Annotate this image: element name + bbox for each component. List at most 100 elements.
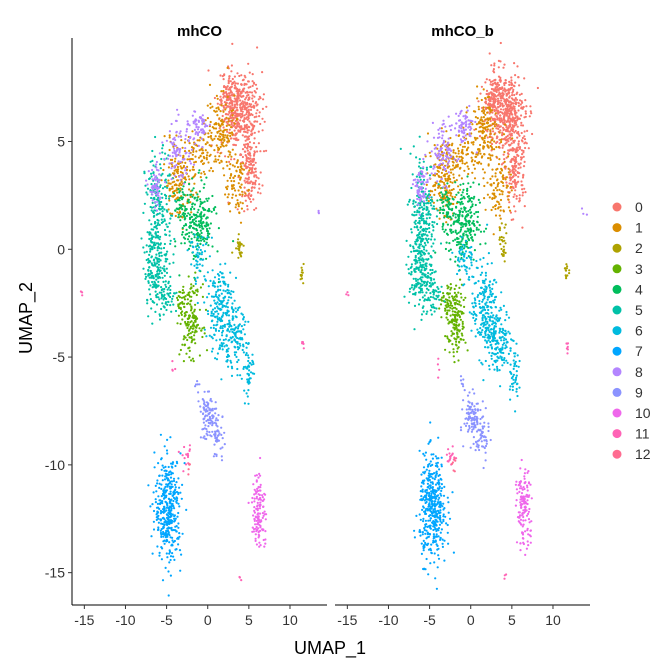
point-cluster-1 bbox=[483, 137, 486, 140]
point-cluster-0 bbox=[258, 95, 261, 98]
point-cluster-0 bbox=[515, 111, 518, 114]
point-cluster-5 bbox=[166, 174, 170, 177]
point-cluster-6 bbox=[222, 276, 225, 279]
point-cluster-1 bbox=[206, 141, 209, 144]
point-cluster-0 bbox=[510, 79, 513, 82]
point-cluster-4 bbox=[187, 247, 191, 250]
point-cluster-0 bbox=[233, 124, 236, 127]
point-cluster-5 bbox=[149, 260, 152, 263]
point-cluster-4 bbox=[183, 205, 186, 208]
point-cluster-3 bbox=[457, 335, 460, 339]
point-cluster-0 bbox=[517, 104, 521, 107]
point-cluster-7 bbox=[183, 462, 186, 465]
point-cluster-1 bbox=[492, 233, 495, 236]
point-cluster-0 bbox=[238, 125, 241, 128]
point-cluster-3 bbox=[462, 312, 465, 315]
point-cluster-1 bbox=[461, 162, 464, 165]
point-cluster-9 bbox=[199, 410, 202, 413]
point-cluster-9 bbox=[205, 405, 208, 408]
point-cluster-6 bbox=[236, 374, 239, 377]
point-cluster-4 bbox=[450, 231, 453, 234]
point-cluster-0 bbox=[513, 148, 516, 151]
point-cluster-5 bbox=[161, 206, 164, 209]
point-cluster-6 bbox=[220, 292, 223, 295]
point-cluster-1 bbox=[503, 123, 507, 126]
point-cluster-4 bbox=[459, 183, 462, 186]
point-cluster-5 bbox=[158, 291, 161, 294]
point-cluster-4 bbox=[454, 231, 457, 234]
point-cluster-0 bbox=[499, 120, 502, 124]
point-cluster-5 bbox=[164, 257, 167, 260]
point-cluster-5 bbox=[150, 307, 153, 310]
point-cluster-4 bbox=[195, 214, 198, 217]
point-cluster-3 bbox=[190, 295, 193, 298]
point-cluster-0 bbox=[249, 108, 253, 111]
point-cluster-4 bbox=[474, 203, 477, 207]
point-cluster-8 bbox=[175, 148, 179, 152]
point-cluster-5 bbox=[146, 298, 149, 301]
point-cluster-1 bbox=[499, 209, 502, 212]
point-cluster-0 bbox=[501, 131, 504, 134]
point-cluster-4 bbox=[208, 232, 211, 235]
point-cluster-7 bbox=[170, 544, 173, 547]
point-cluster-8 bbox=[201, 146, 204, 149]
point-cluster-0 bbox=[224, 155, 227, 158]
point-cluster-1 bbox=[489, 154, 492, 157]
point-cluster-0 bbox=[500, 99, 503, 102]
point-cluster-0 bbox=[246, 177, 249, 180]
point-cluster-0 bbox=[490, 91, 493, 94]
point-cluster-0 bbox=[512, 141, 516, 144]
point-cluster-1 bbox=[495, 155, 498, 158]
point-cluster-8 bbox=[188, 160, 191, 163]
point-cluster-3 bbox=[195, 293, 198, 297]
point-cluster-1 bbox=[493, 197, 496, 200]
point-cluster-8 bbox=[184, 138, 187, 141]
point-cluster-1 bbox=[499, 205, 502, 208]
point-cluster-7 bbox=[166, 529, 170, 533]
point-cluster-3 bbox=[191, 330, 194, 333]
point-cluster-9 bbox=[194, 385, 197, 388]
point-cluster-6 bbox=[243, 323, 246, 326]
point-cluster-6 bbox=[216, 352, 219, 355]
point-cluster-3 bbox=[193, 338, 196, 341]
point-cluster-9 bbox=[214, 439, 217, 443]
point-cluster-0 bbox=[243, 210, 246, 213]
point-cluster-0 bbox=[520, 131, 523, 135]
point-cluster-3 bbox=[457, 359, 460, 362]
point-cluster-0 bbox=[243, 124, 246, 127]
point-cluster-9 bbox=[213, 434, 217, 437]
point-cluster-1 bbox=[210, 131, 213, 134]
point-cluster-4 bbox=[232, 240, 235, 243]
point-cluster-7 bbox=[169, 490, 172, 493]
point-cluster-6 bbox=[204, 243, 207, 246]
point-cluster-1 bbox=[168, 136, 171, 139]
point-cluster-1 bbox=[235, 118, 238, 121]
point-cluster-8 bbox=[195, 126, 198, 129]
point-cluster-10 bbox=[254, 523, 257, 526]
point-cluster-4 bbox=[186, 193, 189, 197]
point-cluster-4 bbox=[454, 255, 457, 258]
point-cluster-5 bbox=[160, 218, 163, 221]
point-cluster-8 bbox=[158, 173, 161, 176]
point-cluster-1 bbox=[248, 169, 251, 172]
point-cluster-1 bbox=[204, 149, 207, 152]
point-cluster-1 bbox=[461, 145, 465, 148]
point-cluster-10 bbox=[252, 530, 255, 533]
point-cluster-1 bbox=[487, 146, 490, 149]
point-cluster-9 bbox=[197, 391, 200, 394]
point-cluster-5 bbox=[144, 184, 147, 187]
point-cluster-2 bbox=[500, 235, 503, 239]
point-cluster-0 bbox=[504, 101, 507, 104]
point-cluster-6 bbox=[242, 351, 245, 354]
point-cluster-4 bbox=[461, 225, 464, 228]
point-cluster-7 bbox=[178, 532, 181, 535]
point-cluster-10 bbox=[255, 519, 258, 523]
point-cluster-1 bbox=[176, 179, 180, 182]
point-cluster-9 bbox=[201, 412, 205, 416]
panel-2: mhCO_b-15 -10 -5 0 5 10 bbox=[335, 23, 590, 628]
point-cluster-5 bbox=[169, 304, 172, 307]
point-cluster-0 bbox=[246, 146, 249, 149]
point-cluster-0 bbox=[243, 101, 246, 104]
point-cluster-1 bbox=[233, 174, 237, 178]
point-cluster-7 bbox=[162, 466, 165, 469]
